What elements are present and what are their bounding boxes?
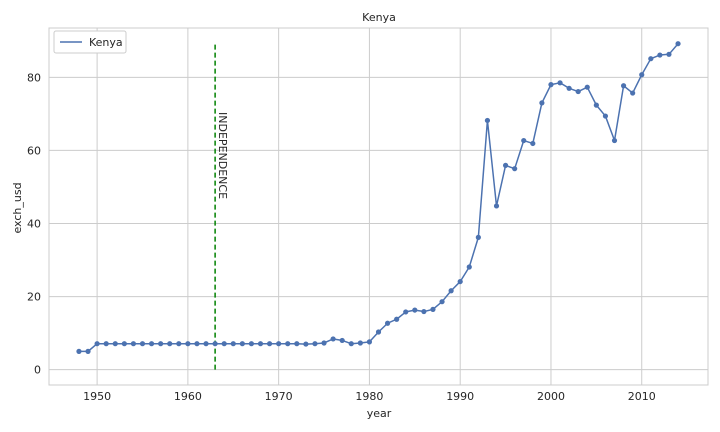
data-point [539, 100, 545, 106]
data-point [94, 341, 100, 347]
data-point [230, 341, 236, 347]
x-tick-label: 1960 [174, 390, 202, 403]
data-point [412, 307, 418, 313]
data-point [521, 137, 527, 144]
chart-title: Kenya [362, 11, 396, 24]
y-tick-label: 20 [27, 291, 41, 304]
data-point [176, 341, 182, 347]
data-point [430, 306, 436, 312]
data-point [475, 234, 481, 240]
data-point [239, 341, 245, 347]
data-point [194, 341, 200, 347]
y-tick-label: 60 [27, 144, 41, 157]
data-point [221, 341, 227, 347]
annotations: INDEPENDENCE [214, 43, 229, 370]
x-tick-label: 1970 [265, 390, 293, 403]
axes-frame [48, 27, 709, 386]
data-point [266, 341, 273, 347]
data-point [203, 341, 209, 347]
data-point [321, 340, 327, 346]
y-axis-label: exch_usd [11, 182, 24, 233]
data-point [403, 309, 409, 315]
independence-annotation: INDEPENDENCE [216, 112, 229, 199]
data-point [148, 341, 155, 347]
x-tick-label: 2010 [628, 390, 656, 403]
data-point [257, 341, 264, 347]
data-point [493, 203, 500, 209]
y-axis-ticks: 0 20 40 60 80 [27, 71, 41, 376]
data-point [357, 340, 363, 346]
data-point [611, 137, 618, 144]
data-point [158, 341, 164, 347]
data-point [394, 316, 400, 322]
data-point [248, 341, 255, 347]
y-tick-label: 40 [27, 217, 41, 230]
data-point [185, 341, 191, 347]
data-point [112, 341, 118, 347]
x-tick-label: 1990 [446, 390, 474, 403]
data-point [421, 308, 427, 315]
data-point [121, 341, 127, 347]
series-layer [76, 41, 681, 354]
data-point [584, 84, 590, 90]
data-point [666, 51, 672, 57]
data-point [557, 80, 563, 86]
data-point [276, 341, 282, 347]
data-point [330, 336, 336, 342]
data-point [294, 341, 300, 347]
x-axis-label: year [367, 407, 392, 420]
y-tick-label: 80 [27, 71, 41, 84]
x-tick-label: 1980 [355, 390, 383, 403]
data-point [575, 88, 581, 95]
data-point [648, 56, 654, 62]
data-point [76, 348, 82, 354]
data-point [303, 341, 309, 347]
x-axis-ticks: 1950 1960 1970 1980 1990 2000 2010 [83, 390, 656, 403]
x-tick-label: 2000 [537, 390, 565, 403]
data-point [167, 341, 173, 347]
axes-background [49, 28, 708, 385]
data-point [548, 82, 554, 88]
x-tick-label: 1950 [83, 390, 111, 403]
data-point [620, 83, 627, 89]
data-point [630, 90, 636, 96]
data-point [512, 166, 518, 172]
legend: Kenya [53, 30, 127, 54]
data-point [384, 320, 391, 326]
data-point [675, 41, 681, 47]
data-point [348, 341, 354, 347]
data-point [212, 341, 218, 347]
plot-area: INDEPENDENCE [48, 27, 709, 386]
grid-lines [49, 28, 708, 385]
data-point [566, 85, 572, 91]
data-point [639, 72, 645, 78]
data-point [457, 278, 463, 285]
data-point [439, 299, 445, 305]
data-point [130, 341, 137, 347]
data-point [139, 341, 146, 347]
data-point [502, 162, 509, 168]
data-point [366, 339, 373, 345]
data-point [375, 329, 382, 335]
data-point [285, 341, 291, 347]
data-point [312, 341, 318, 347]
y-tick-label: 0 [34, 364, 41, 377]
data-point [339, 337, 345, 344]
legend-label-kenya: Kenya [89, 36, 123, 49]
legend-box [53, 30, 127, 54]
data-point [484, 117, 491, 124]
data-point [602, 113, 609, 119]
data-point [466, 264, 472, 270]
data-point [657, 52, 663, 58]
data-point [85, 348, 91, 354]
data-point [530, 140, 536, 147]
data-point [103, 341, 109, 347]
data-point [593, 102, 599, 108]
data-point [448, 288, 454, 294]
